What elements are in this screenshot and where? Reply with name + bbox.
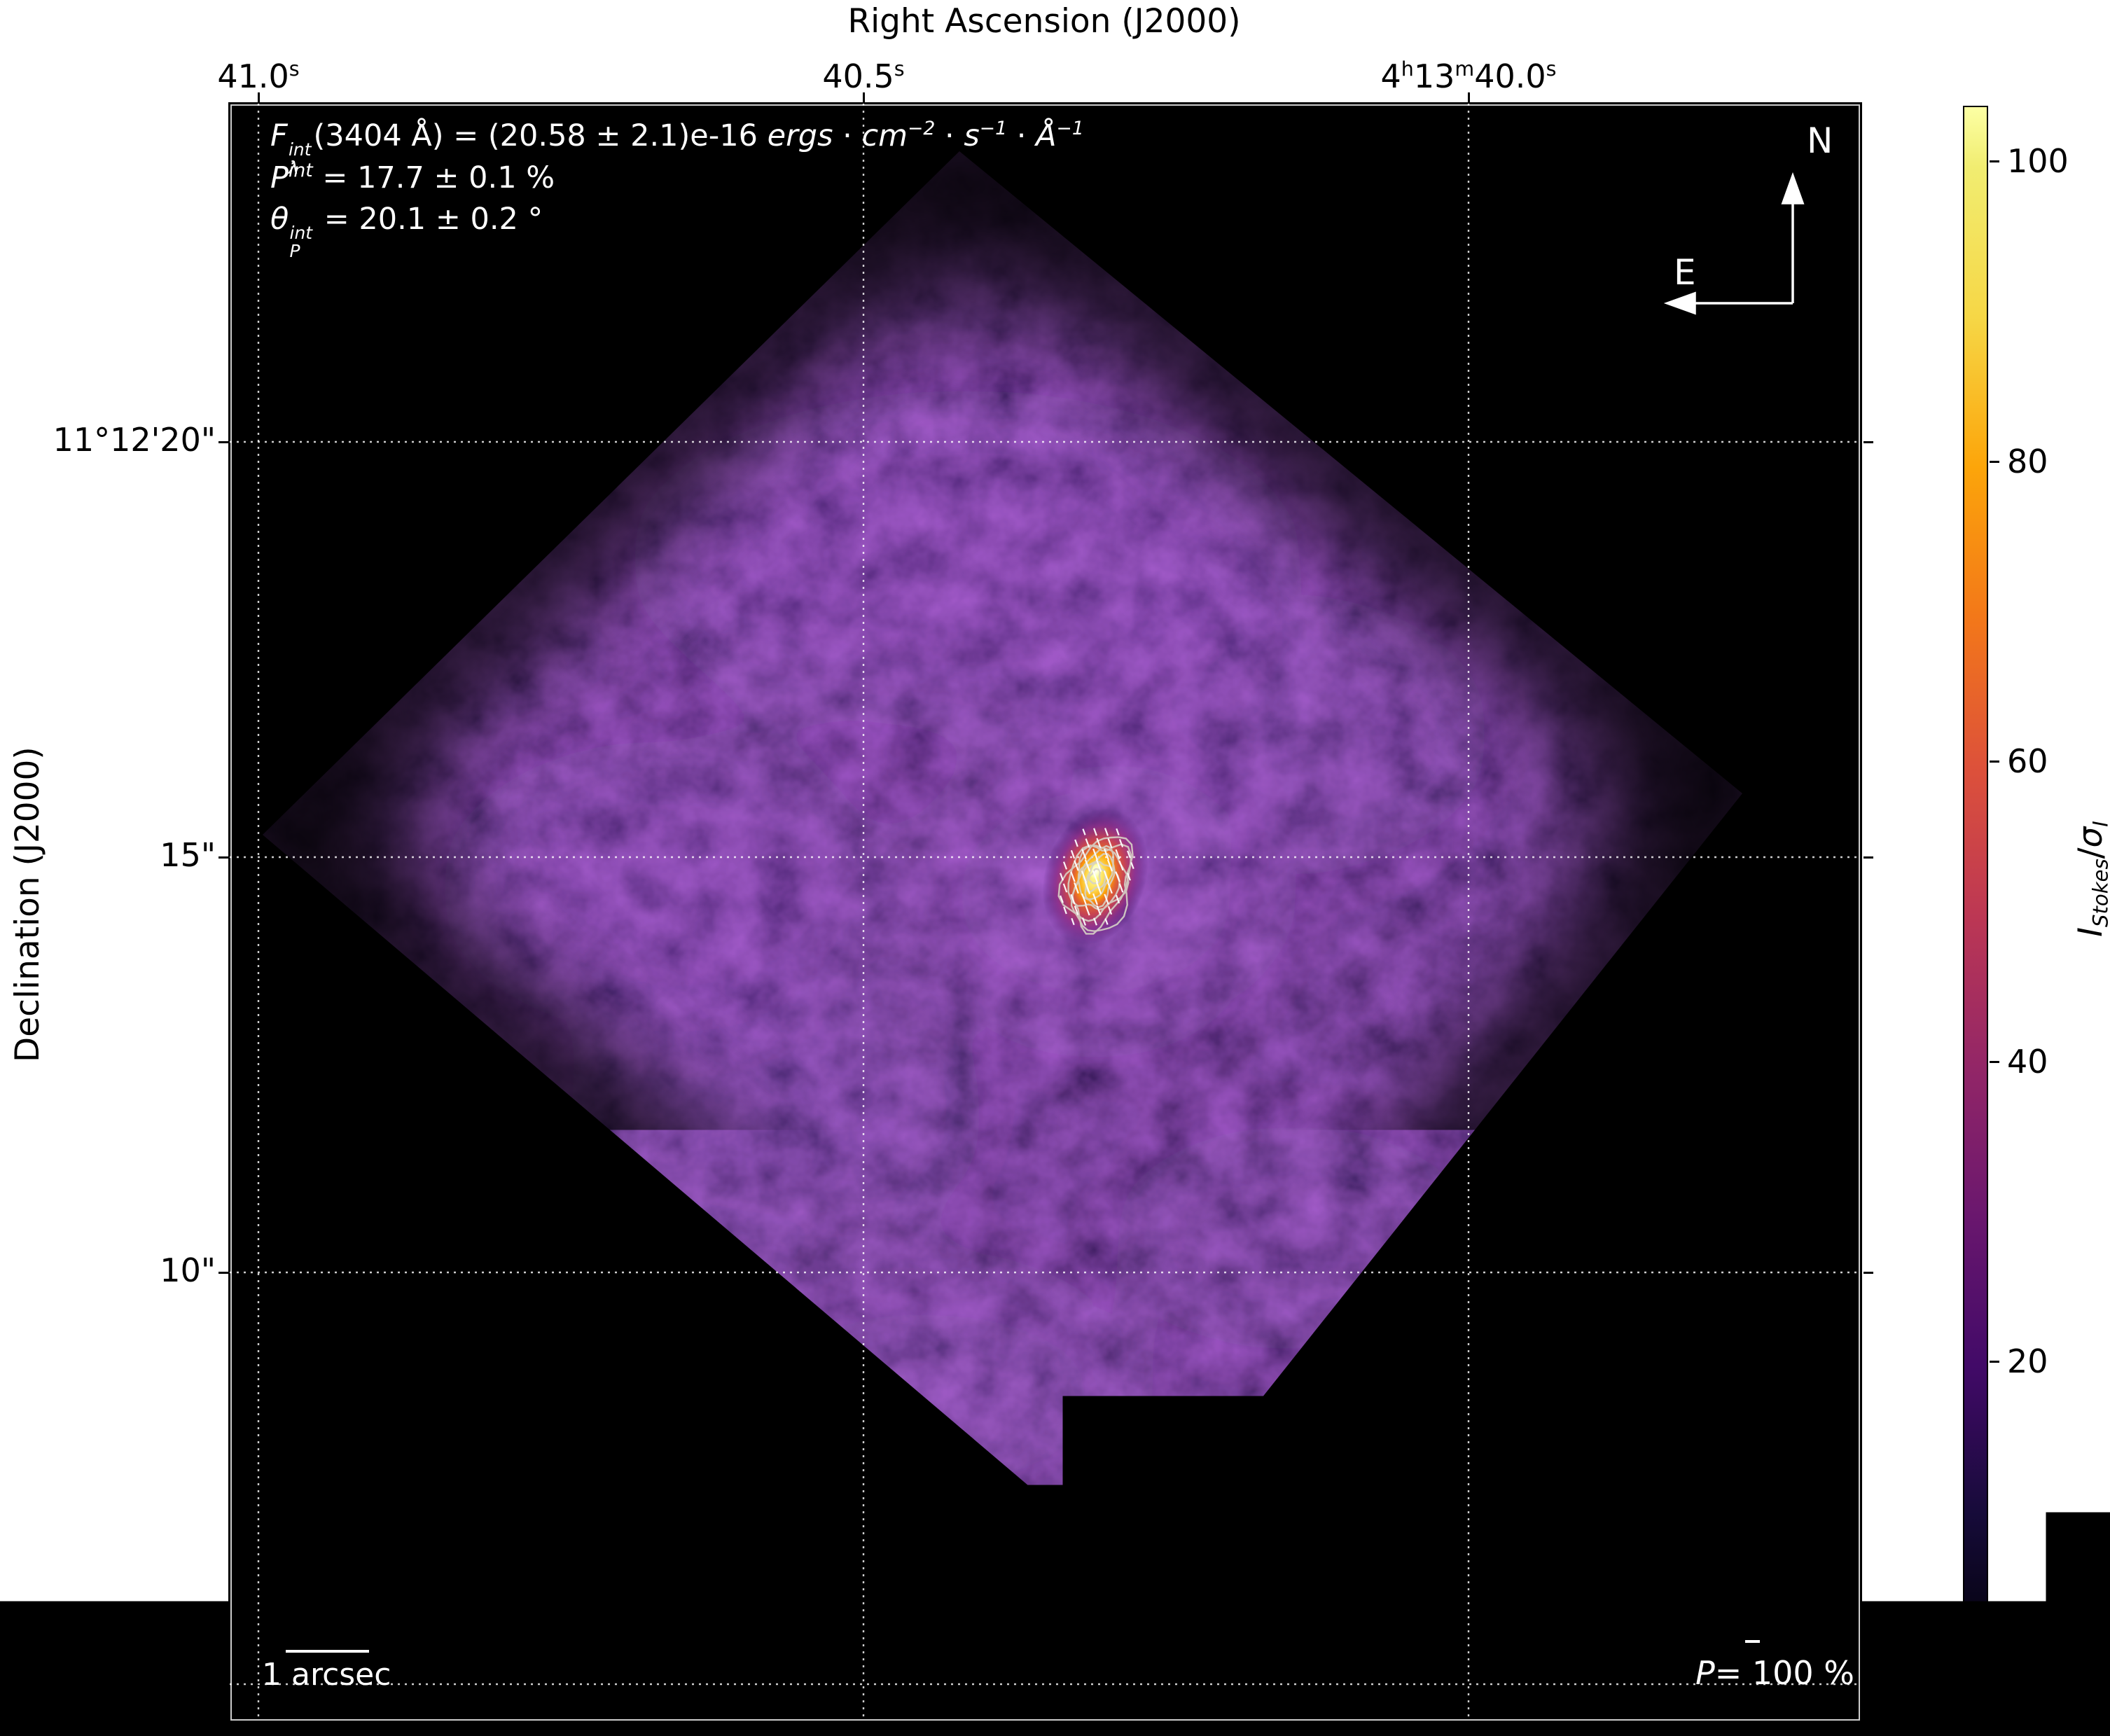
colorbar-tick (1990, 1361, 1999, 1363)
colorbar-tick-label-80: 80 (2007, 443, 2048, 480)
tick-mark (1468, 92, 1470, 102)
tick-mark (1863, 441, 1873, 443)
dec-tick-10: 10" (20, 1251, 216, 1289)
colorbar-tick-label-0: 0 (2007, 1643, 2027, 1681)
colorbar-tick-label-100: 100 (2007, 142, 2069, 180)
sky-image-panel: Fint λ (3404 Å) = (20.58 ± 2.1)e-16 ergs ·… (228, 102, 1862, 1723)
ra-axis-title: Right Ascension (J2000) (834, 3, 1254, 41)
east-arrowhead-icon (1667, 293, 1695, 313)
polarization-annotation: Pint = 17.7 ± 0.1 % (270, 160, 555, 195)
dec-tick-20: 11°12'20" (20, 421, 216, 459)
dec-axis-title: Declination (J2000) (9, 754, 47, 1062)
compass-north-label: N (1807, 120, 1833, 161)
tick-mark (863, 1723, 865, 1732)
tick-mark (258, 92, 260, 102)
compass-east-label: E (1674, 252, 1696, 293)
ra-tick-40.5s: 40.5s (709, 50, 1018, 95)
tick-mark (1863, 856, 1873, 859)
ra-tick-41.0s: 41.0s (104, 50, 412, 95)
angle-annotation: θ int P = 20.1 ± 0.2 ° (270, 202, 543, 261)
colorbar-tick (1990, 461, 1999, 463)
tick-mark (1468, 1723, 1470, 1732)
tick-mark (863, 92, 865, 102)
tick-mark (258, 1723, 260, 1732)
colorbar-tick (1990, 761, 1999, 763)
colorbar-tick (1990, 1061, 1999, 1063)
colorbar-tick (1990, 160, 1999, 162)
tick-mark (218, 1272, 228, 1274)
tick-mark (1863, 1683, 1873, 1686)
polarization-scale-label: P= 100 % (1651, 1654, 1854, 1692)
figure: Right Ascension (J2000) 41.0s 40.5s 4h13… (0, 0, 2110, 1736)
colorbar-tick-label-60: 60 (2007, 742, 2048, 780)
dec-tick-05: 05" (20, 1663, 216, 1701)
colorbar-gradient (1963, 106, 1988, 1666)
tick-mark (218, 441, 228, 443)
tick-mark (218, 856, 228, 859)
colorbar-tick-label-20: 20 (2007, 1342, 2048, 1380)
tick-mark (1863, 1272, 1873, 1274)
polarization-scale-bar (1745, 1640, 1760, 1643)
north-arrowhead-icon (1783, 176, 1803, 203)
colorbar-axis-label: IStokes/σI (2071, 697, 2110, 1061)
colorbar-tick-label-40: 40 (2007, 1043, 2048, 1081)
field-image (230, 104, 1861, 1721)
tick-mark (218, 1683, 228, 1686)
scale-bar-label: 1 arcsec (262, 1657, 391, 1693)
fov-diamond (230, 104, 1861, 1721)
scale-bar (286, 1650, 369, 1653)
colorbar-tick (1990, 1661, 1999, 1663)
ra-tick-40.0s: 4h13m40.0s (1314, 50, 1623, 95)
dec-tick-15: 15" (20, 836, 216, 874)
